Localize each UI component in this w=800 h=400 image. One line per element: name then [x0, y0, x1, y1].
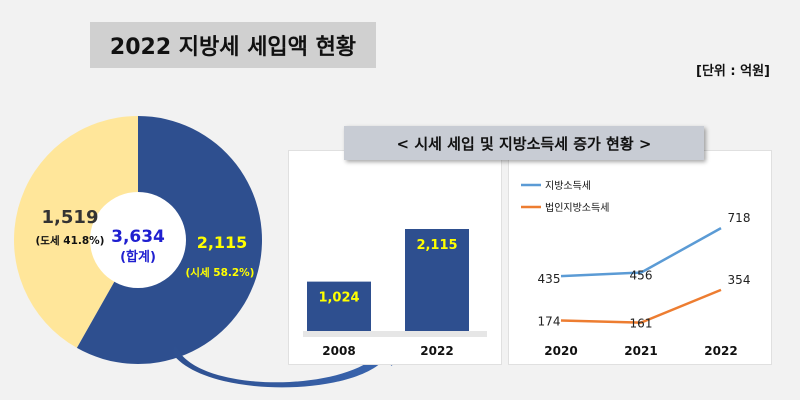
- point-label: 456: [630, 269, 653, 283]
- bar-value-label: 1,024: [318, 291, 359, 306]
- do-pct-label: (도세 41.8%): [35, 234, 104, 247]
- x-tick-label: 2021: [624, 344, 657, 358]
- bar-value-label: 2,115: [416, 238, 457, 253]
- point-label: 354: [728, 273, 751, 287]
- point-label: 435: [538, 272, 561, 286]
- do-value-label: 1,519: [42, 207, 99, 228]
- si-value-label: 2,115: [197, 233, 248, 252]
- center-label: (합계): [120, 249, 156, 265]
- point-label: 174: [538, 314, 561, 328]
- point-label: 718: [728, 211, 751, 225]
- legend-entry: 법인지방소득세: [545, 202, 609, 214]
- si-pct-label: (시세 58.2%): [185, 266, 254, 279]
- x-tick-label: 2022: [704, 344, 737, 358]
- donut-hole: [90, 192, 186, 288]
- center-value: 3,634: [111, 227, 165, 247]
- bar-2008: [307, 281, 371, 331]
- donut-slice-do: [13, 116, 139, 348]
- series-line-0: [560, 227, 722, 278]
- unit-label: [단위 : 억원]: [696, 64, 770, 79]
- x-tick-label: 2020: [544, 344, 577, 358]
- bar-chart: 1,024 2008 2,115 2022: [303, 229, 487, 358]
- bar-2022: [405, 229, 469, 331]
- bar-category-label: 2008: [322, 344, 355, 358]
- bar-floor: [303, 331, 487, 337]
- legend-entry: 지방소득세: [545, 180, 591, 192]
- bar-panel: 1,024 2008 2,115 2022: [288, 150, 502, 365]
- bar-category-label: 2022: [420, 344, 453, 358]
- point-label: 161: [630, 317, 653, 331]
- page-title: 2022 지방세 세입액 현황: [90, 22, 376, 68]
- series-line-1: [560, 288, 722, 324]
- sub-title: < 시세 세입 및 지방소득세 증가 현황 >: [344, 126, 704, 160]
- donut-chart: 3,634 (합계) 1,519 (도세 41.8%) 2,115 (시세 58…: [13, 116, 263, 364]
